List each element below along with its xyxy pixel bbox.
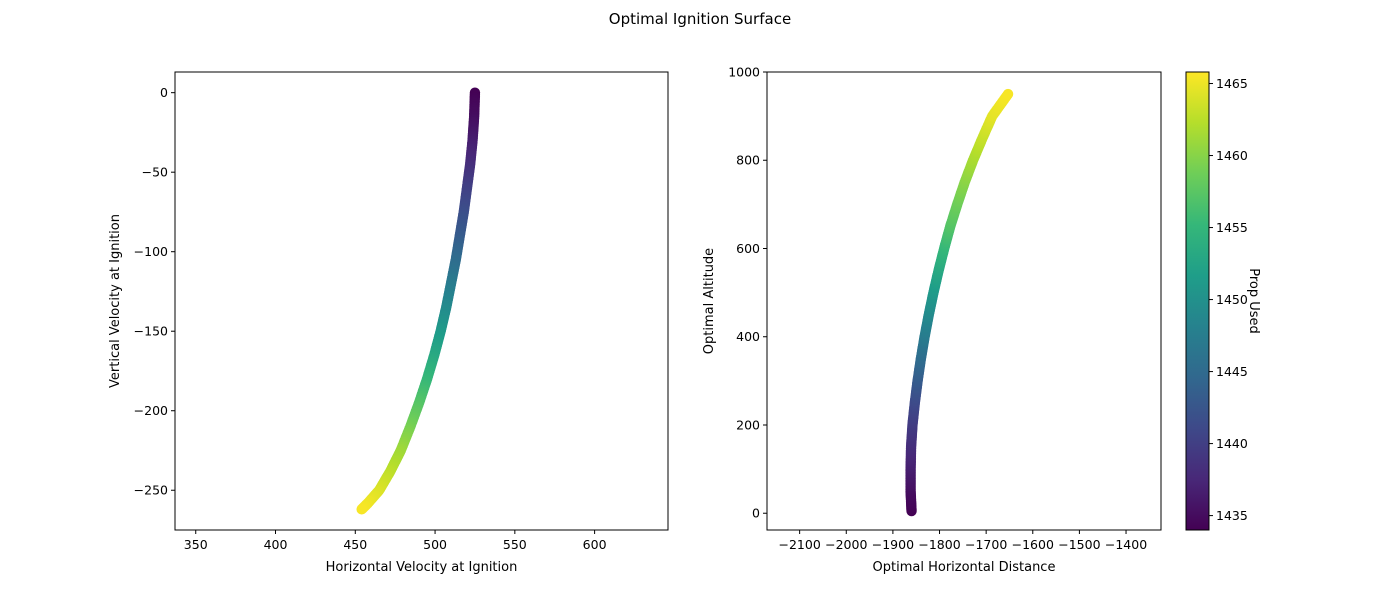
velocity-scatter-points: [356, 87, 481, 515]
y-tick-label: −50: [142, 165, 168, 180]
x-tick-label: −1400: [1105, 537, 1147, 552]
y-tick-label: 800: [736, 153, 760, 168]
velocity-y-ticks: 0 −50 −100 −150 −200 −250: [134, 85, 175, 498]
x-tick-label: −1700: [965, 537, 1007, 552]
distance-x-ticks: −2100 −2000 −1900 −1800 −1700 −1600 −1500 −1400: [778, 530, 1147, 552]
distance-plot-frame: [766, 71, 1162, 531]
x-tick-label: −2000: [825, 537, 867, 552]
colorbar-tick-label: 1435: [1216, 508, 1248, 523]
x-tick-label: 400: [264, 537, 288, 552]
y-tick-label: −250: [134, 483, 168, 498]
colorbar-tick-label: 1440: [1216, 436, 1248, 451]
y-tick-label: 1000: [728, 65, 760, 80]
x-tick-label: −1600: [1012, 537, 1054, 552]
y-tick-label: −200: [134, 403, 168, 418]
y-tick-label: −150: [134, 324, 168, 339]
x-tick-label: −1900: [872, 537, 914, 552]
colorbar-gradient: [1185, 71, 1210, 531]
velocity-x-axis-label: Horizontal Velocity at Ignition: [326, 560, 518, 575]
y-tick-label: 600: [736, 241, 760, 256]
scatter-point: [1002, 88, 1014, 100]
colorbar-tick-label: 1450: [1216, 292, 1248, 307]
figure-title: Optimal Ignition Surface: [609, 10, 791, 28]
x-tick-label: 500: [423, 537, 447, 552]
distance-x-axis-label: Optimal Horizontal Distance: [873, 560, 1056, 575]
y-tick-label: 0: [160, 85, 168, 100]
x-tick-label: 450: [343, 537, 367, 552]
colorbar-ticks: 1435 1440 1445 1450 1455 1460 1465: [1209, 76, 1248, 523]
distance-scatter-points: [905, 88, 1014, 517]
prop-used-colorbar: 1435 1440 1445 1450 1455 1460 1465 Prop Used: [1185, 71, 1261, 531]
colorbar-tick-label: 1460: [1216, 148, 1248, 163]
y-tick-label: 0: [752, 506, 760, 521]
colorbar-label: Prop Used: [1246, 268, 1261, 334]
velocity-x-ticks: 350 400 450 500 550 600: [184, 530, 607, 552]
distance-scatter-panel: −2100 −2000 −1900 −1800 −1700 −1600 −1500 −1400…: [702, 65, 1162, 575]
colorbar-tick-label: 1455: [1216, 220, 1248, 235]
y-tick-label: −100: [134, 244, 168, 259]
y-tick-label: 200: [736, 417, 760, 432]
x-tick-label: −1800: [918, 537, 960, 552]
x-tick-label: −1500: [1058, 537, 1100, 552]
scatter-point: [356, 504, 367, 515]
velocity-scatter-panel: 350 400 450 500 550 600 0−50−100−150−200−250 …: [108, 71, 669, 575]
x-tick-label: 350: [184, 537, 208, 552]
colorbar-tick-label: 1465: [1216, 76, 1248, 91]
colorbar-tick-label: 1445: [1216, 364, 1248, 379]
x-tick-label: −2100: [778, 537, 820, 552]
velocity-y-axis-label: Vertical Velocity at Ignition: [108, 214, 123, 388]
x-tick-label: 600: [583, 537, 607, 552]
velocity-plot-frame: [174, 71, 669, 531]
x-tick-label: 550: [503, 537, 527, 552]
distance-y-axis-label: Optimal Altitude: [702, 248, 717, 354]
distance-y-ticks: 0 200 400 600 800 1000: [728, 65, 767, 521]
y-tick-label: 400: [736, 329, 760, 344]
